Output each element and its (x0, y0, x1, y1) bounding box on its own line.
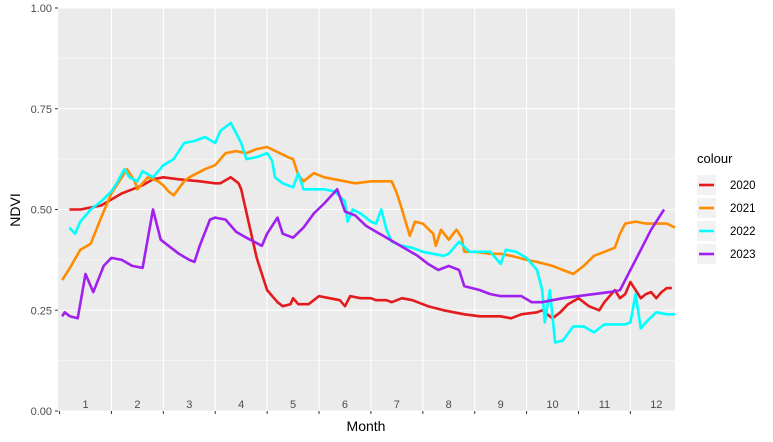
y-tick-label: 0.50 (31, 205, 52, 217)
x-month-label: 12 (650, 399, 662, 411)
y-tick-label: 0.25 (31, 305, 52, 317)
grid-lines (58, 7, 675, 412)
legend: colour 2020 2021 2022 2023 (697, 151, 756, 264)
y-tick-label: 1.00 (31, 3, 52, 15)
x-month-label: 9 (498, 399, 504, 411)
legend-label: 2022 (730, 226, 756, 238)
x-month-label: 6 (342, 399, 348, 411)
y-axis-title: NDVI (7, 193, 23, 226)
x-month-label: 8 (446, 399, 452, 411)
x-month-label: 3 (186, 399, 192, 411)
series-line-2021 (61, 145, 676, 281)
series-line-2020 (69, 176, 672, 320)
series-line-2023 (61, 188, 666, 320)
x-month-label: 4 (238, 399, 244, 411)
legend-label: 2021 (730, 203, 756, 215)
legend-label: 2023 (730, 249, 756, 261)
x-month-label: 11 (599, 399, 610, 411)
x-month-label: 7 (394, 399, 400, 411)
series-lines (61, 121, 676, 344)
y-tick-label: 0.00 (31, 406, 52, 418)
x-month-label: 2 (134, 399, 140, 411)
x-month-label: 10 (546, 399, 558, 411)
x-month-label: 5 (290, 399, 296, 411)
y-tick-label: 0.75 (31, 104, 52, 116)
legend-label: 2020 (730, 180, 756, 192)
y-axis: 0.00 0.25 0.50 0.75 1.00 (31, 3, 58, 418)
x-month-label: 1 (82, 399, 88, 411)
legend-title: colour (697, 151, 733, 166)
x-axis: 1 2 3 4 5 6 7 8 9 10 11 12 (59, 399, 662, 414)
series-line-2022 (68, 121, 675, 344)
x-axis-title: Month (347, 418, 386, 434)
